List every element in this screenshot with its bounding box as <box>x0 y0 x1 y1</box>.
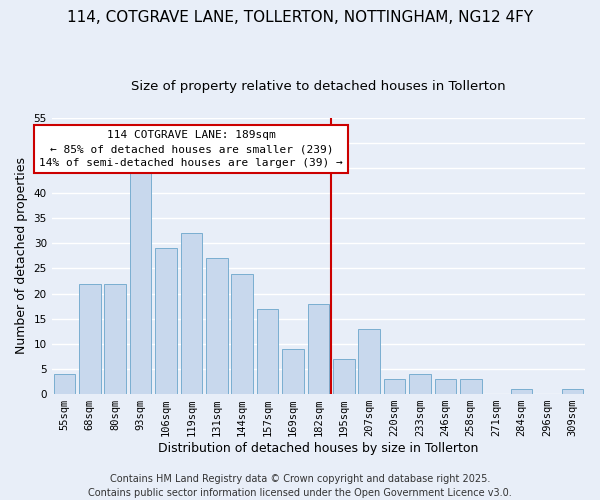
Text: Contains HM Land Registry data © Crown copyright and database right 2025.
Contai: Contains HM Land Registry data © Crown c… <box>88 474 512 498</box>
Bar <box>384 379 406 394</box>
Bar <box>79 284 101 394</box>
Text: 114, COTGRAVE LANE, TOLLERTON, NOTTINGHAM, NG12 4FY: 114, COTGRAVE LANE, TOLLERTON, NOTTINGHA… <box>67 10 533 25</box>
Bar <box>409 374 431 394</box>
Text: 114 COTGRAVE LANE: 189sqm
← 85% of detached houses are smaller (239)
14% of semi: 114 COTGRAVE LANE: 189sqm ← 85% of detac… <box>40 130 343 168</box>
Bar <box>155 248 177 394</box>
Y-axis label: Number of detached properties: Number of detached properties <box>15 158 28 354</box>
Bar <box>434 379 456 394</box>
Bar <box>181 234 202 394</box>
Bar <box>460 379 482 394</box>
Bar <box>308 304 329 394</box>
X-axis label: Distribution of detached houses by size in Tollerton: Distribution of detached houses by size … <box>158 442 479 455</box>
Bar <box>104 284 126 394</box>
Bar <box>511 389 532 394</box>
Bar <box>358 329 380 394</box>
Bar <box>333 359 355 394</box>
Bar <box>130 173 151 394</box>
Bar <box>53 374 75 394</box>
Bar <box>257 308 278 394</box>
Bar <box>562 389 583 394</box>
Bar <box>232 274 253 394</box>
Bar <box>206 258 227 394</box>
Bar <box>282 349 304 394</box>
Title: Size of property relative to detached houses in Tollerton: Size of property relative to detached ho… <box>131 80 506 93</box>
